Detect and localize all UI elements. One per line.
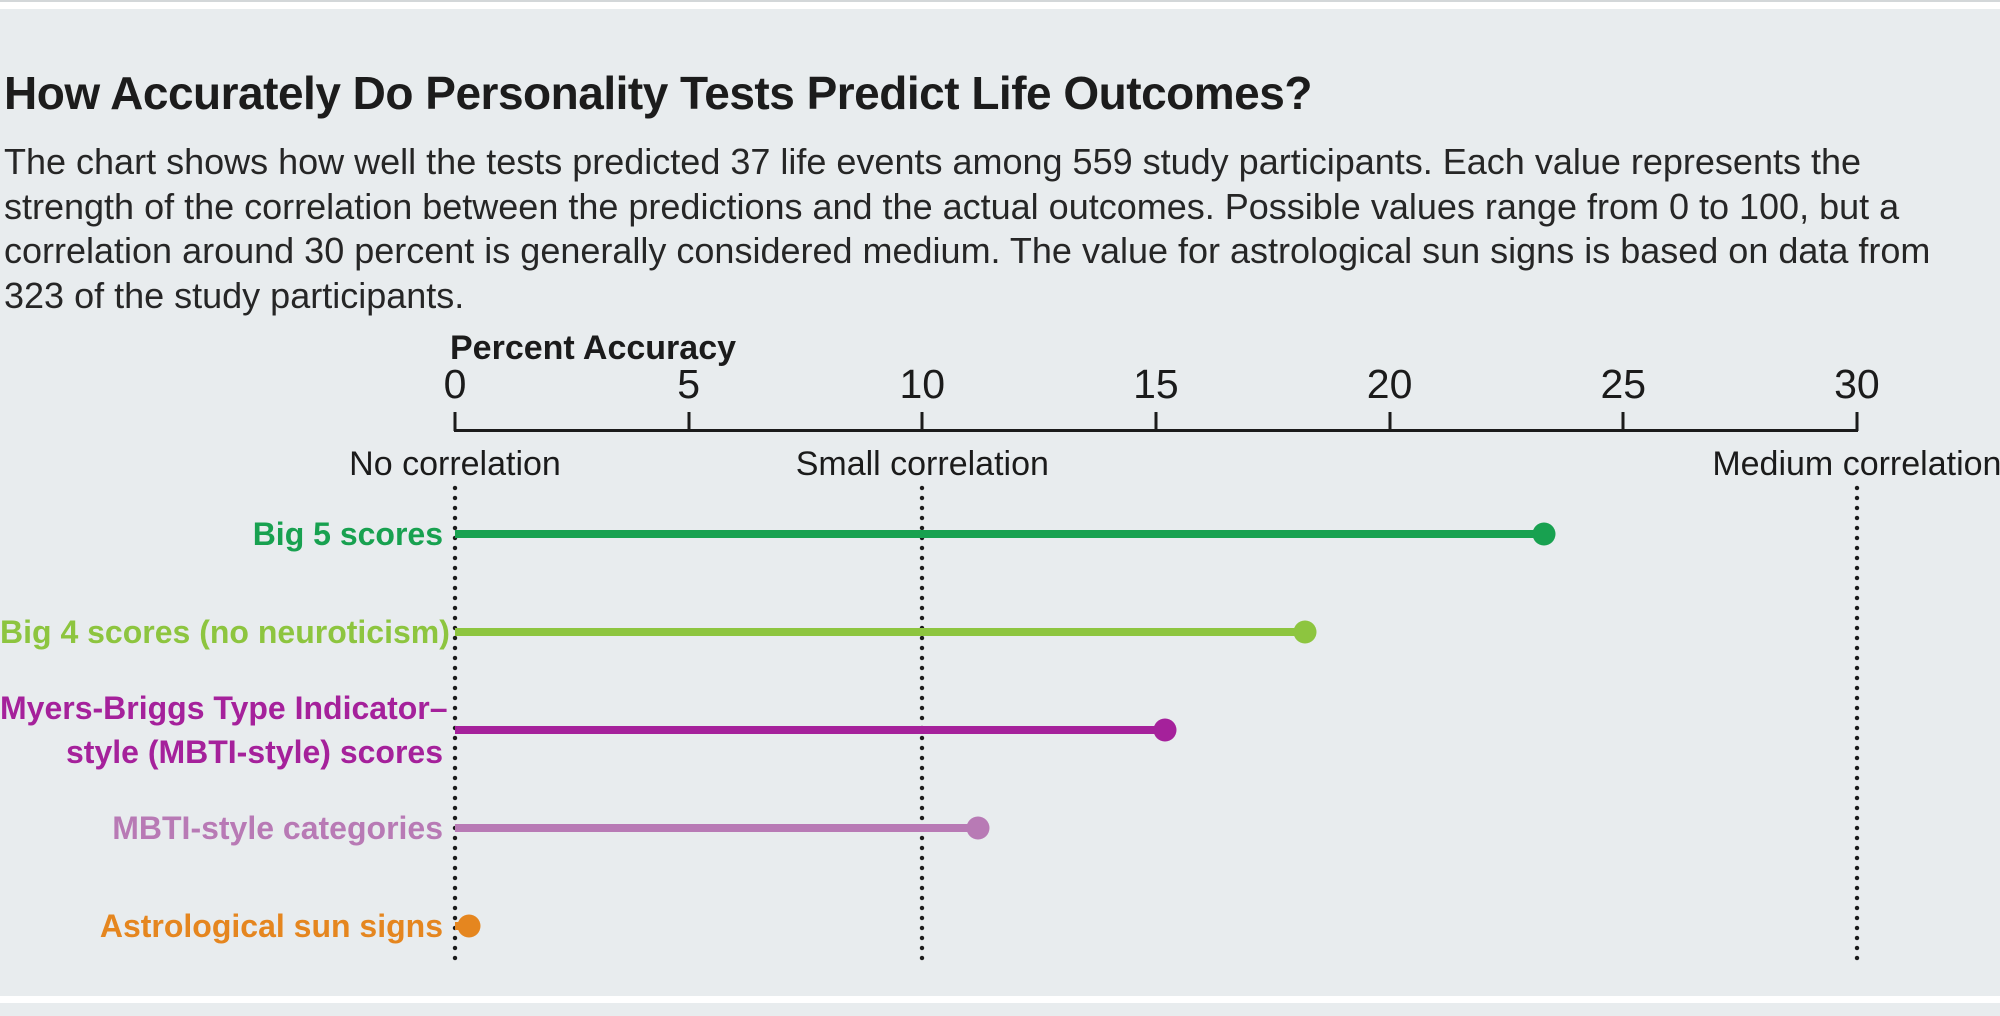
x-tick-mark xyxy=(1855,412,1859,431)
top-divider xyxy=(0,0,2000,2)
correlation-annotation: Small correlation xyxy=(795,445,1049,483)
bottom-strip xyxy=(0,1003,2000,1016)
x-axis-title: Percent Accuracy xyxy=(450,329,737,367)
x-tick-label: 0 xyxy=(443,361,467,407)
row-label: Big 4 scores (no neuroticism) xyxy=(0,610,450,654)
chart-panel: How Accurately Do Personality Tests Pred… xyxy=(0,9,2000,996)
x-tick-label: 25 xyxy=(1600,361,1647,407)
lollipop-dot xyxy=(1532,522,1556,546)
row-label-line: Big 5 scores xyxy=(252,516,443,552)
row-label-line: MBTI-style categories xyxy=(112,810,443,846)
lollipop-dot xyxy=(1293,620,1317,644)
chart-description: The chart shows how well the tests predi… xyxy=(4,141,1931,316)
lollipop-stem xyxy=(455,530,1544,538)
x-tick-label: 15 xyxy=(1133,361,1179,407)
lollipop-stem xyxy=(455,726,1166,734)
x-tick-label: 5 xyxy=(677,361,701,407)
x-axis-line xyxy=(454,429,1858,432)
correlation-annotation: No correlation xyxy=(349,445,561,483)
lollipop-dot xyxy=(966,816,990,840)
dotted-guide-line xyxy=(1854,483,1860,961)
x-tick-mark xyxy=(687,412,691,431)
dotted-guide-line xyxy=(919,483,925,961)
x-tick-mark xyxy=(1388,412,1392,431)
row-label: Myers-Briggs Type Indicator– style (MBTI-… xyxy=(0,686,448,774)
row-label-line: Myers-Briggs Type Indicator– xyxy=(0,690,448,726)
page-title: How Accurately Do Personality Tests Pred… xyxy=(4,66,1312,119)
row-label: Big 5 scores xyxy=(0,512,443,556)
row-label-line: Astrological sun signs xyxy=(99,908,443,944)
lollipop-stem xyxy=(455,824,979,832)
bottom-divider xyxy=(0,996,2000,1003)
row-label: MBTI-style categories xyxy=(0,806,443,850)
x-tick-mark xyxy=(1621,412,1625,431)
row-label-line: style (MBTI-style) scores xyxy=(65,734,443,770)
lollipop-dot xyxy=(457,914,481,938)
lollipop-dot xyxy=(1153,718,1177,742)
row-label-line: Big 4 scores (no neuroticism) xyxy=(0,614,450,650)
x-tick-mark xyxy=(453,412,457,431)
x-tick-label: 30 xyxy=(1834,361,1880,407)
lollipop-stem xyxy=(455,628,1306,636)
x-tick-label: 10 xyxy=(899,361,946,407)
dotted-guide-line xyxy=(452,483,458,961)
x-tick-mark xyxy=(1154,412,1158,431)
x-tick-label: 20 xyxy=(1366,361,1413,407)
x-tick-mark xyxy=(920,412,924,431)
correlation-annotation: Medium correlation xyxy=(1712,445,2000,483)
row-label: Astrological sun signs xyxy=(0,904,443,948)
